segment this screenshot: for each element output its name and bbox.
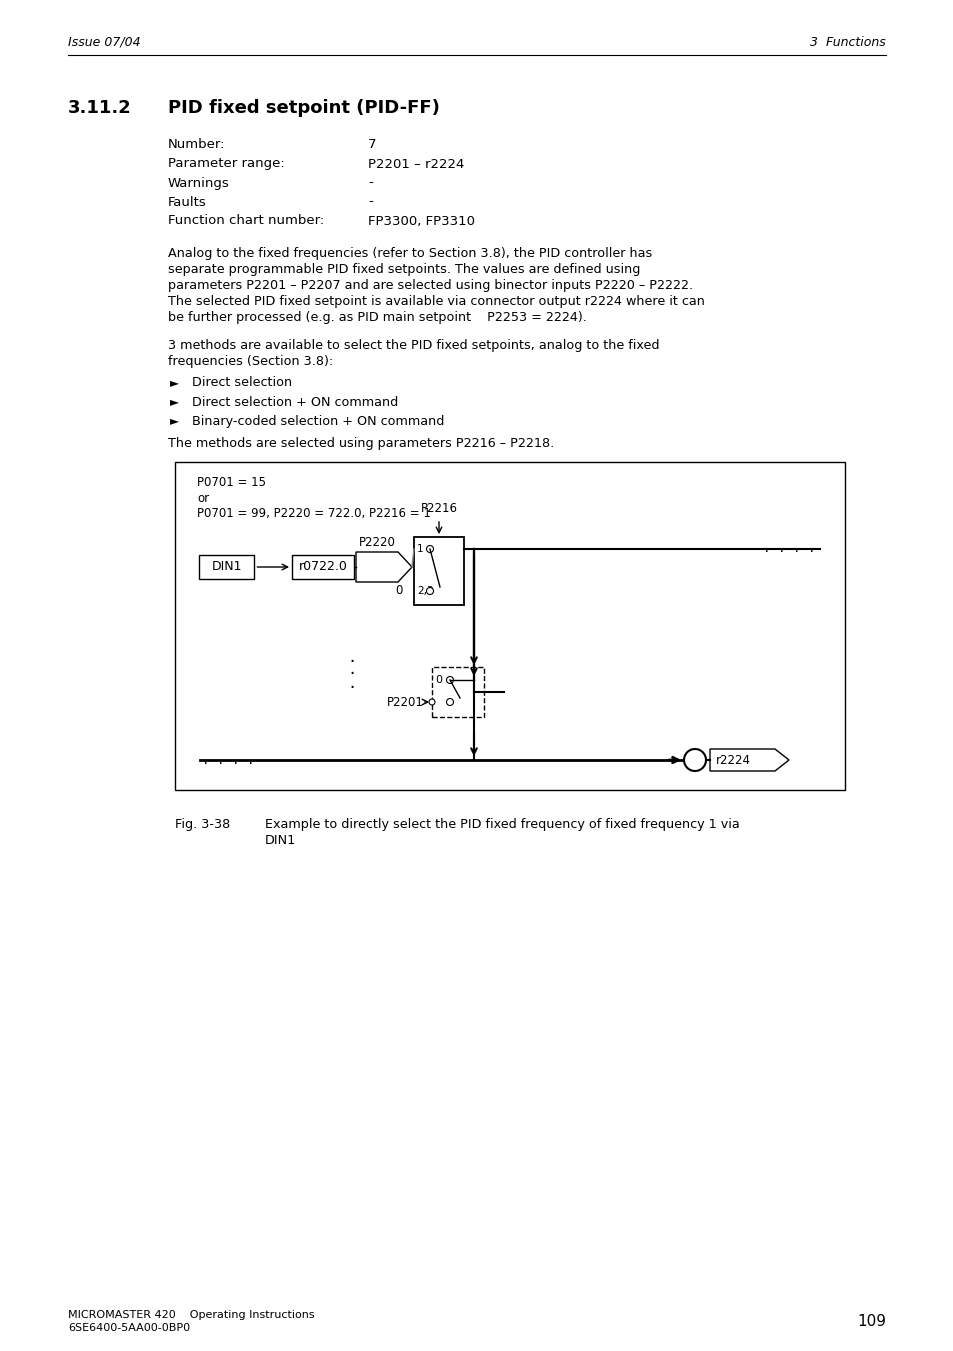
- Text: .: .: [347, 662, 356, 677]
- Circle shape: [446, 698, 453, 705]
- Text: r2224: r2224: [716, 754, 750, 766]
- Text: ►: ►: [170, 415, 179, 427]
- Text: P2220: P2220: [358, 535, 395, 549]
- Text: Direct selection + ON command: Direct selection + ON command: [192, 396, 397, 408]
- Text: -: -: [368, 196, 373, 208]
- Text: Binary-coded selection + ON command: Binary-coded selection + ON command: [192, 415, 444, 427]
- Text: Example to directly select the PID fixed frequency of fixed frequency 1 via: Example to directly select the PID fixed…: [265, 817, 739, 831]
- Text: Direct selection: Direct selection: [192, 377, 292, 389]
- Bar: [199, 555, 254, 580]
- Text: 1: 1: [416, 544, 423, 554]
- Text: P0701 = 99, P2220 = 722.0, P2216 = 1: P0701 = 99, P2220 = 722.0, P2216 = 1: [196, 508, 431, 520]
- Text: DIN1: DIN1: [265, 834, 296, 847]
- Circle shape: [429, 698, 435, 705]
- Text: 2,3: 2,3: [416, 586, 434, 596]
- Polygon shape: [355, 553, 412, 582]
- Text: P0701 = 15: P0701 = 15: [196, 476, 266, 489]
- Text: FP3300, FP3310: FP3300, FP3310: [368, 215, 475, 227]
- Text: 3.11.2: 3.11.2: [68, 99, 132, 118]
- Bar: [292, 555, 354, 580]
- Text: Fig. 3-38: Fig. 3-38: [174, 817, 230, 831]
- Text: Faults: Faults: [168, 196, 207, 208]
- Text: .: .: [347, 676, 356, 690]
- Text: separate programmable PID fixed setpoints. The values are defined using: separate programmable PID fixed setpoint…: [168, 262, 639, 276]
- Text: Issue 07/04: Issue 07/04: [68, 35, 140, 49]
- Text: P2216: P2216: [420, 503, 457, 516]
- Text: Function chart number:: Function chart number:: [168, 215, 324, 227]
- Text: Warnings: Warnings: [168, 177, 230, 189]
- Text: 6SE6400-5AA00-0BP0: 6SE6400-5AA00-0BP0: [68, 1323, 190, 1333]
- Text: 3  Functions: 3 Functions: [809, 35, 885, 49]
- Text: Parameter range:: Parameter range:: [168, 158, 284, 170]
- Text: 7: 7: [368, 139, 376, 151]
- Bar: [174, 462, 844, 790]
- Text: -: -: [368, 177, 373, 189]
- Circle shape: [683, 748, 705, 771]
- Circle shape: [426, 546, 433, 553]
- Text: or: or: [196, 492, 209, 504]
- Text: DIN1: DIN1: [212, 561, 242, 574]
- Text: The methods are selected using parameters P2216 – P2218.: The methods are selected using parameter…: [168, 436, 554, 450]
- Text: Number:: Number:: [168, 139, 225, 151]
- Text: P2201 – r2224: P2201 – r2224: [368, 158, 464, 170]
- Text: The selected PID fixed setpoint is available via connector output r2224 where it: The selected PID fixed setpoint is avail…: [168, 295, 704, 308]
- Text: 3 methods are available to select the PID fixed setpoints, analog to the fixed: 3 methods are available to select the PI…: [168, 339, 659, 351]
- Text: Analog to the fixed frequencies (refer to Section 3.8), the PID controller has: Analog to the fixed frequencies (refer t…: [168, 246, 652, 259]
- Text: PID fixed setpoint (PID-FF): PID fixed setpoint (PID-FF): [168, 99, 439, 118]
- Text: .: .: [347, 650, 356, 665]
- Text: frequencies (Section 3.8):: frequencies (Section 3.8):: [168, 354, 333, 367]
- Circle shape: [446, 677, 453, 684]
- Text: . . . .: . . . .: [202, 754, 254, 766]
- Text: . . . .: . . . .: [762, 543, 815, 555]
- Text: 109: 109: [856, 1313, 885, 1328]
- Text: P2201: P2201: [387, 696, 423, 708]
- Bar: [432, 667, 483, 717]
- Text: be further processed (e.g. as PID main setpoint    P2253 = 2224).: be further processed (e.g. as PID main s…: [168, 311, 586, 323]
- Text: 0: 0: [435, 676, 441, 685]
- Text: ►: ►: [170, 396, 179, 408]
- Bar: [414, 536, 463, 605]
- Circle shape: [426, 588, 433, 594]
- Text: 0: 0: [395, 585, 402, 597]
- Text: MICROMASTER 420    Operating Instructions: MICROMASTER 420 Operating Instructions: [68, 1310, 314, 1320]
- Text: r0722.0: r0722.0: [298, 561, 347, 574]
- Text: ►: ►: [170, 377, 179, 389]
- Polygon shape: [709, 748, 788, 771]
- Text: parameters P2201 – P2207 and are selected using binector inputs P2220 – P2222.: parameters P2201 – P2207 and are selecte…: [168, 278, 693, 292]
